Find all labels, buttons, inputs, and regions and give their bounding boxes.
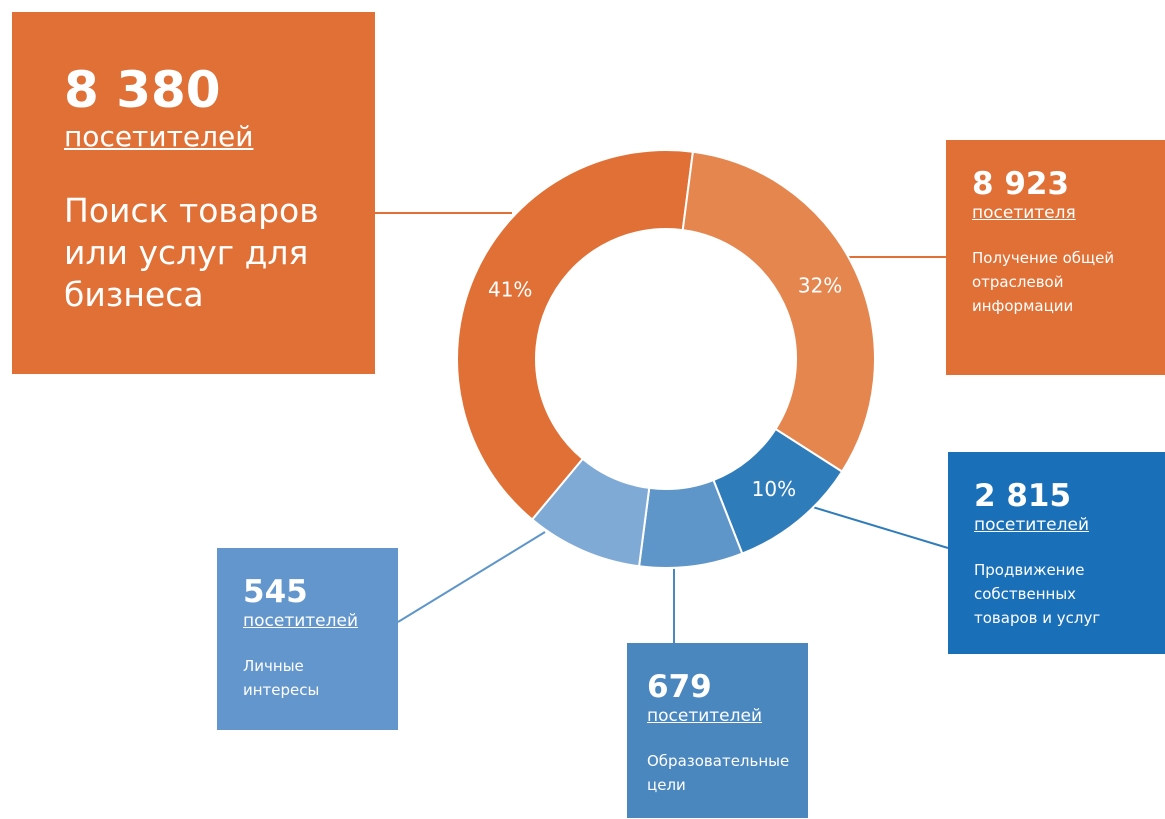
count: 545 xyxy=(243,574,308,610)
card: 545 посетителей Личные интересы xyxy=(217,548,398,730)
card: 679 посетителей Образовательные цели xyxy=(627,643,808,818)
card: 2 815 посетителей Продвижение собственны… xyxy=(948,452,1165,654)
value-label: 41% xyxy=(488,277,532,301)
description: Продвижение собственных товаров и услуг xyxy=(974,561,1101,627)
unit: посетителей xyxy=(974,515,1090,535)
card: 8 380 посетителей Поиск товаров или услу… xyxy=(12,12,375,374)
card: 8 923 посетителя Получение общей отрасле… xyxy=(946,140,1165,375)
description: Поиск товаров или услуг для бизнеса xyxy=(64,191,319,314)
donut-segment xyxy=(530,457,651,568)
value-label: 32% xyxy=(798,274,842,298)
description: Получение общей отраслевой информации xyxy=(972,249,1115,315)
count: 679 xyxy=(647,669,712,705)
donut-segment xyxy=(456,149,695,521)
count: 2 815 xyxy=(974,478,1072,514)
unit: посетителей xyxy=(243,611,359,631)
connectors xyxy=(375,212,949,643)
connector xyxy=(805,504,949,549)
description: Личные интересы xyxy=(243,657,320,699)
count: 8 923 xyxy=(972,166,1070,202)
unit: посетителя xyxy=(972,203,1076,223)
unit: посетителей xyxy=(647,706,763,726)
connector xyxy=(397,531,546,623)
count: 8 380 xyxy=(64,61,221,119)
description: Образовательные цели xyxy=(647,752,790,794)
donut-segment xyxy=(681,150,876,473)
unit: посетителей xyxy=(64,120,254,153)
value-label: 10% xyxy=(752,477,796,501)
